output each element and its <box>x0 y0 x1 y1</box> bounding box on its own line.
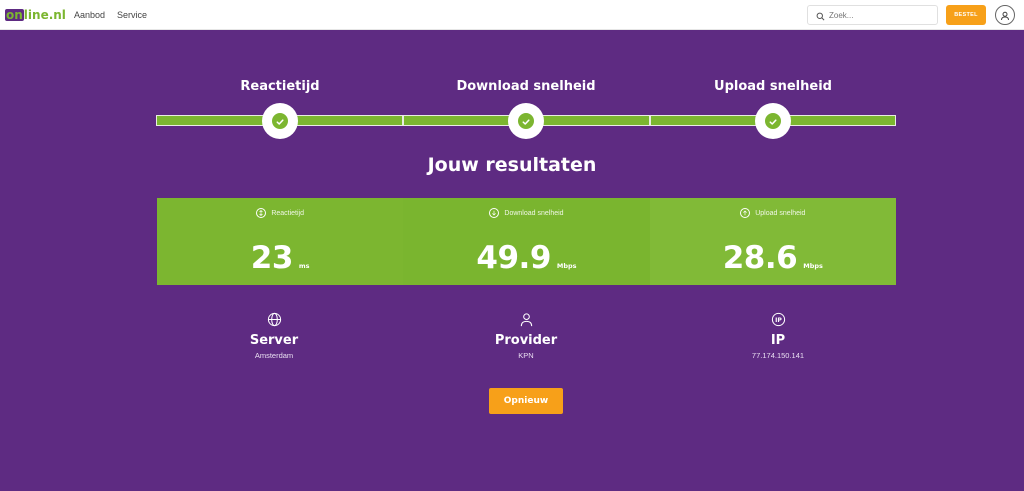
order-button[interactable]: BESTEL <box>946 5 986 25</box>
info-server: Server Amsterdam <box>174 312 374 360</box>
step-complete-reactietijd <box>262 103 298 139</box>
ping-icon <box>256 208 267 218</box>
upload-icon <box>740 208 751 218</box>
result-card-download: Download snelheid 49.9 Mbps <box>403 198 650 285</box>
result-card-reactietijd: Reactietijd 23 ms <box>157 198 404 285</box>
step-complete-download <box>508 103 544 139</box>
info-ip: IP IP 77.174.150.141 <box>678 312 878 360</box>
logo[interactable]: on line.nl <box>5 8 66 22</box>
account-button[interactable] <box>995 5 1015 25</box>
server-location: Amsterdam <box>254 351 294 360</box>
retry-button[interactable]: Opnieuw <box>489 388 563 414</box>
user-circle-icon <box>1000 6 1010 25</box>
provider-name: KPN <box>518 351 534 360</box>
ip-address: 77.174.150.141 <box>751 351 805 360</box>
logo-boxed-text: on <box>5 8 24 22</box>
nav-link-service[interactable]: Service <box>117 10 148 20</box>
globe-icon <box>267 312 282 330</box>
results-title: Jouw resultaten <box>427 154 597 176</box>
search-icon <box>816 6 825 25</box>
check-icon <box>521 112 531 131</box>
step-label-upload: Upload snelheid <box>714 79 832 94</box>
card-label: Reactietijd <box>271 209 304 217</box>
person-icon <box>519 312 534 330</box>
result-cards: Reactietijd 23 ms Download snelheid 49.9… <box>157 198 896 285</box>
result-card-upload: Upload snelheid 28.6 Mbps <box>649 198 896 285</box>
search-input[interactable] <box>829 10 929 20</box>
search-box[interactable] <box>807 5 938 25</box>
card-label: Download snelheid <box>504 209 564 217</box>
check-icon <box>275 112 285 131</box>
ip-icon: IP <box>771 312 786 330</box>
info-title: IP <box>770 333 786 348</box>
upload-unit: Mbps <box>803 262 823 270</box>
download-icon <box>489 208 500 218</box>
card-label: Upload snelheid <box>755 209 806 217</box>
step-label-download: Download snelheid <box>456 79 596 94</box>
step-complete-upload <box>755 103 791 139</box>
logo-text: line.nl <box>23 8 66 22</box>
ping-unit: ms <box>298 262 310 270</box>
download-value: 49.9 <box>476 240 551 276</box>
info-title: Provider <box>494 333 558 348</box>
nav-link-aanbod[interactable]: Aanbod <box>74 10 106 20</box>
ping-value: 23 <box>250 240 294 276</box>
check-icon <box>768 112 778 131</box>
step-label-reactietijd: Reactietijd <box>240 79 320 94</box>
info-provider: Provider KPN <box>426 312 626 360</box>
upload-value: 28.6 <box>722 240 798 276</box>
info-title: Server <box>249 333 299 348</box>
svg-text:IP: IP <box>775 317 782 324</box>
top-navigation-bar: on line.nl Aanbod Service BESTEL <box>0 0 1024 30</box>
download-unit: Mbps <box>556 262 577 270</box>
